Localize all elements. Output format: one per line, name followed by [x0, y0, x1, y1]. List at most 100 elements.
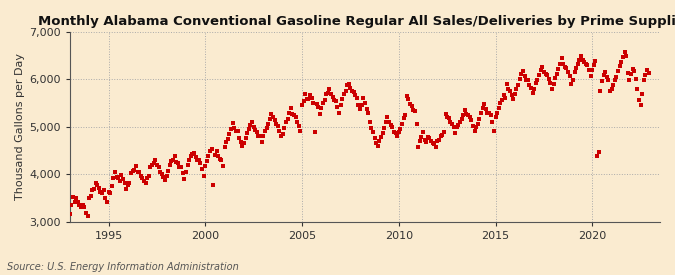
Point — [587, 67, 597, 72]
Point — [472, 121, 483, 126]
Point — [298, 98, 309, 103]
Point — [395, 127, 406, 131]
Point — [497, 98, 508, 102]
Point — [540, 72, 551, 76]
Point — [542, 73, 553, 77]
Point — [138, 178, 149, 183]
Point — [158, 174, 169, 179]
Point — [74, 203, 85, 207]
Point — [481, 106, 491, 111]
Point — [642, 67, 653, 72]
Point — [323, 91, 333, 95]
Point — [548, 82, 559, 87]
Point — [275, 134, 286, 138]
Point — [461, 112, 472, 116]
Point — [84, 196, 95, 200]
Point — [329, 98, 340, 103]
Point — [597, 79, 608, 83]
Point — [317, 101, 328, 106]
Point — [295, 129, 306, 133]
Point — [589, 63, 599, 68]
Point — [439, 130, 450, 134]
Point — [485, 113, 496, 117]
Point — [128, 169, 138, 173]
Point — [97, 191, 107, 195]
Point — [103, 190, 114, 195]
Point — [288, 113, 299, 117]
Point — [643, 71, 654, 76]
Point — [201, 159, 212, 164]
Point — [426, 139, 437, 143]
Point — [174, 165, 185, 169]
Point — [383, 120, 394, 124]
Point — [308, 101, 319, 105]
Point — [187, 151, 198, 156]
Point — [468, 124, 479, 129]
Point — [269, 118, 280, 122]
Point — [421, 140, 431, 144]
Point — [353, 103, 364, 107]
Point — [568, 78, 578, 82]
Point — [440, 111, 451, 116]
Point — [224, 131, 235, 136]
Point — [242, 131, 252, 135]
Point — [146, 163, 157, 167]
Point — [286, 106, 296, 111]
Point — [582, 63, 593, 68]
Point — [358, 96, 369, 100]
Point — [374, 139, 385, 143]
Point — [258, 134, 269, 139]
Point — [516, 72, 526, 77]
Point — [340, 89, 351, 94]
Point — [72, 200, 83, 204]
Point — [205, 149, 215, 153]
Point — [577, 58, 588, 63]
Point — [310, 130, 321, 134]
Point — [337, 97, 348, 101]
Point — [423, 134, 433, 139]
Point — [427, 141, 438, 145]
Point — [466, 118, 477, 122]
Point — [469, 129, 480, 133]
Point — [287, 112, 298, 116]
Point — [196, 167, 207, 171]
Point — [462, 113, 473, 117]
Point — [640, 73, 651, 78]
Point — [627, 66, 638, 71]
Point — [606, 87, 617, 91]
Point — [292, 120, 302, 124]
Point — [600, 70, 611, 75]
Point — [92, 182, 103, 187]
Point — [176, 165, 186, 169]
Point — [595, 88, 605, 93]
Point — [88, 187, 99, 192]
Point — [611, 75, 622, 79]
Point — [555, 61, 566, 66]
Point — [580, 62, 591, 66]
Point — [618, 55, 628, 59]
Point — [348, 90, 359, 94]
Point — [300, 92, 310, 97]
Point — [619, 50, 630, 54]
Point — [411, 122, 422, 126]
Point — [418, 129, 429, 134]
Point — [561, 66, 572, 70]
Point — [387, 125, 398, 130]
Point — [601, 75, 612, 79]
Point — [203, 153, 214, 158]
Point — [571, 66, 582, 70]
Point — [482, 111, 493, 115]
Point — [284, 111, 294, 116]
Point — [248, 125, 259, 130]
Point — [244, 126, 254, 131]
Point — [529, 86, 539, 91]
Text: Source: U.S. Energy Information Administration: Source: U.S. Energy Information Administ… — [7, 262, 238, 272]
Point — [377, 131, 388, 135]
Point — [113, 175, 124, 180]
Point — [563, 69, 574, 74]
Point — [225, 127, 236, 131]
Point — [476, 111, 487, 116]
Point — [150, 158, 161, 162]
Point — [574, 57, 585, 62]
Point — [213, 153, 223, 158]
